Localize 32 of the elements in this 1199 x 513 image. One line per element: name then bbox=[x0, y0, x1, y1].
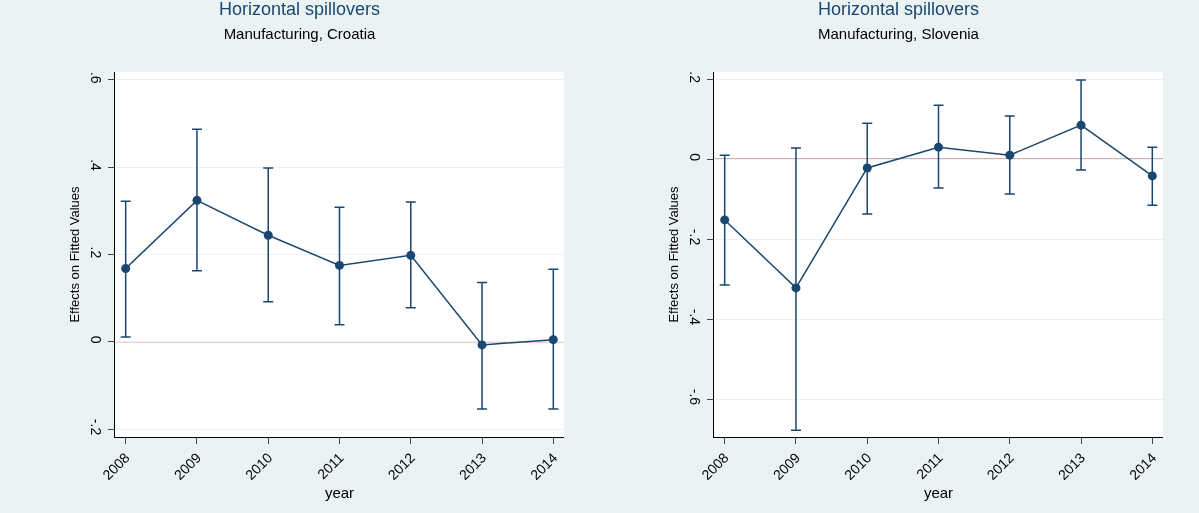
y-axis-title: Effects on Fitted Values bbox=[666, 185, 681, 323]
y-tick-label: 0 bbox=[88, 335, 105, 344]
y-tick-label: .6 bbox=[88, 71, 105, 84]
point bbox=[1076, 120, 1086, 130]
y-tick-label: .4 bbox=[88, 159, 105, 172]
point bbox=[406, 250, 416, 260]
point bbox=[934, 142, 943, 152]
point bbox=[263, 230, 273, 240]
y-axis-title: Effects on Fitted Values bbox=[67, 185, 82, 323]
y-tick-label: -.4 bbox=[687, 308, 704, 326]
point bbox=[1147, 171, 1157, 181]
point bbox=[477, 340, 487, 350]
y-tick-label: -.6 bbox=[687, 388, 704, 406]
point bbox=[335, 260, 344, 270]
y-tick-label: 0 bbox=[687, 153, 704, 162]
point bbox=[720, 215, 730, 225]
chart-subtitle: Manufacturing, Slovenia bbox=[818, 24, 980, 42]
point bbox=[862, 163, 872, 173]
chart-subtitle: Manufacturing, Croatia bbox=[223, 24, 377, 42]
point bbox=[192, 195, 202, 205]
point bbox=[548, 335, 558, 345]
y-tick-label: -.2 bbox=[88, 418, 105, 436]
y-tick-label: .2 bbox=[88, 246, 105, 259]
y-tick-label: .2 bbox=[687, 71, 704, 84]
x-axis-title: year bbox=[324, 484, 355, 502]
point bbox=[791, 283, 801, 293]
chart-title: Horizontal spillovers bbox=[218, 0, 381, 20]
y-tick-label: -.2 bbox=[687, 228, 704, 246]
chart-title: Horizontal spillovers bbox=[817, 0, 980, 20]
point bbox=[121, 263, 131, 273]
point bbox=[1005, 150, 1015, 160]
x-axis-title: year bbox=[923, 484, 954, 502]
